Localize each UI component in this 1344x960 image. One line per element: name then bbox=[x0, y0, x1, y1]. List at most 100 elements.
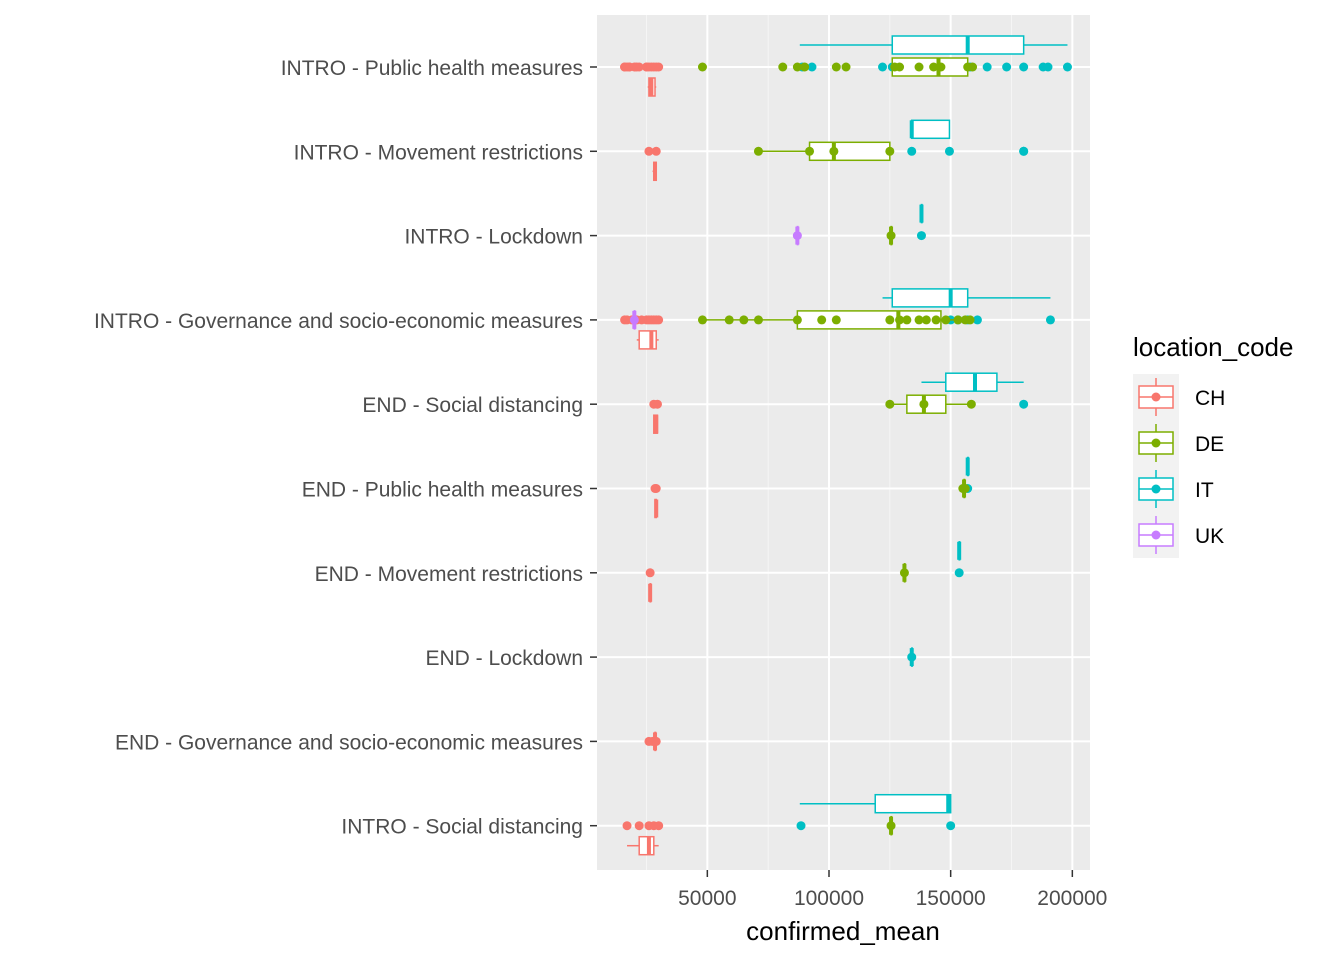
data-point bbox=[1062, 62, 1072, 72]
data-point bbox=[753, 146, 763, 156]
data-point bbox=[651, 484, 661, 493]
y-axis: INTRO - Public health measures INTRO - Mo… bbox=[94, 57, 597, 839]
boxplot-DE bbox=[958, 478, 970, 499]
x-axis: 50000 100000 150000 200000 bbox=[678, 870, 1107, 910]
data-point bbox=[954, 568, 964, 578]
data-point bbox=[654, 62, 664, 72]
data-point bbox=[1019, 399, 1029, 409]
data-point bbox=[965, 315, 975, 325]
box bbox=[945, 372, 998, 392]
legend-key-CH: CH bbox=[1133, 374, 1225, 420]
box bbox=[808, 141, 891, 162]
data-point bbox=[629, 315, 639, 325]
boxplot-DE bbox=[697, 57, 978, 77]
data-point bbox=[651, 146, 661, 156]
box bbox=[638, 835, 655, 856]
boxplot-CH bbox=[650, 484, 661, 519]
data-point bbox=[960, 484, 970, 493]
data-point bbox=[886, 231, 896, 241]
data-point bbox=[895, 62, 905, 72]
data-point bbox=[817, 315, 827, 325]
data-point bbox=[805, 146, 815, 156]
box bbox=[891, 35, 1025, 55]
box bbox=[891, 288, 969, 308]
data-point bbox=[921, 315, 931, 325]
data-point bbox=[919, 399, 929, 409]
data-point bbox=[878, 62, 888, 72]
data-point bbox=[644, 146, 654, 156]
legend-key-DE: DE bbox=[1133, 420, 1224, 466]
boxplot-CH bbox=[645, 568, 655, 603]
boxplot-UK bbox=[629, 310, 639, 330]
data-point bbox=[895, 315, 905, 325]
data-point bbox=[953, 315, 963, 325]
y-tick-label: INTRO - Public health measures bbox=[281, 57, 583, 80]
legend-label: IT bbox=[1195, 479, 1214, 502]
data-point bbox=[1019, 62, 1029, 72]
data-point bbox=[929, 62, 939, 72]
data-point bbox=[1002, 62, 1012, 72]
boxplot-DE bbox=[753, 141, 895, 162]
legend-key-IT: IT bbox=[1133, 466, 1214, 512]
data-point bbox=[831, 62, 841, 72]
data-point bbox=[739, 315, 749, 325]
data-point bbox=[796, 821, 806, 831]
data-point bbox=[982, 62, 992, 72]
legend-label: CH bbox=[1195, 387, 1225, 410]
y-tick-label: INTRO - Movement restrictions bbox=[294, 141, 583, 164]
box bbox=[874, 793, 952, 814]
boxplot-CH bbox=[644, 731, 661, 752]
boxplot-IT bbox=[907, 647, 917, 667]
data-point bbox=[907, 146, 917, 156]
legend-point bbox=[1151, 530, 1161, 540]
legend-key-UK: UK bbox=[1133, 512, 1224, 558]
data-point bbox=[941, 315, 951, 325]
legend-label: UK bbox=[1195, 525, 1224, 548]
y-tick-label: END - Social distancing bbox=[362, 394, 583, 417]
data-point bbox=[831, 315, 841, 325]
data-point bbox=[645, 568, 655, 578]
data-point bbox=[642, 62, 651, 72]
boxplot-DE bbox=[885, 394, 976, 414]
legend-point bbox=[1151, 392, 1161, 402]
boxplot-DE bbox=[886, 225, 896, 246]
data-point bbox=[654, 821, 664, 831]
x-tick-label: 50000 bbox=[678, 887, 736, 910]
legend-title: location_code bbox=[1133, 332, 1293, 362]
data-point bbox=[841, 62, 851, 72]
data-point bbox=[697, 315, 707, 325]
boxplot-CH bbox=[620, 62, 664, 97]
data-point bbox=[966, 399, 976, 409]
data-point bbox=[792, 231, 802, 241]
data-point bbox=[634, 821, 644, 831]
data-point bbox=[916, 231, 926, 241]
data-point bbox=[885, 315, 895, 325]
data-point bbox=[972, 315, 982, 325]
boxplot-DE bbox=[899, 563, 909, 583]
data-point bbox=[968, 62, 978, 72]
data-point bbox=[778, 62, 788, 72]
x-tick-label: 200000 bbox=[1037, 887, 1107, 910]
data-point bbox=[1045, 315, 1055, 325]
boxplot-DE bbox=[697, 310, 975, 330]
boxplot-CH bbox=[649, 399, 662, 434]
data-point bbox=[944, 146, 954, 156]
data-point bbox=[829, 146, 839, 156]
x-axis-title: confirmed_mean bbox=[746, 916, 940, 946]
y-tick-label: INTRO - Governance and socio-economic me… bbox=[94, 310, 583, 333]
box bbox=[910, 119, 951, 140]
data-point bbox=[807, 62, 817, 72]
data-point bbox=[792, 315, 802, 325]
data-point bbox=[632, 62, 642, 72]
data-point bbox=[724, 315, 734, 325]
legend-point bbox=[1151, 438, 1161, 448]
plot-marks bbox=[620, 35, 1072, 856]
data-point bbox=[624, 62, 634, 72]
data-point bbox=[946, 821, 956, 831]
legend: location_code CH DE IT UK bbox=[1133, 332, 1293, 558]
boxplot-IT bbox=[916, 203, 926, 241]
y-tick-label: END - Lockdown bbox=[425, 647, 583, 670]
boxplot-IT bbox=[796, 793, 956, 831]
y-tick-label: END - Governance and socio-economic meas… bbox=[115, 731, 583, 754]
boxplot-UK bbox=[792, 225, 802, 246]
